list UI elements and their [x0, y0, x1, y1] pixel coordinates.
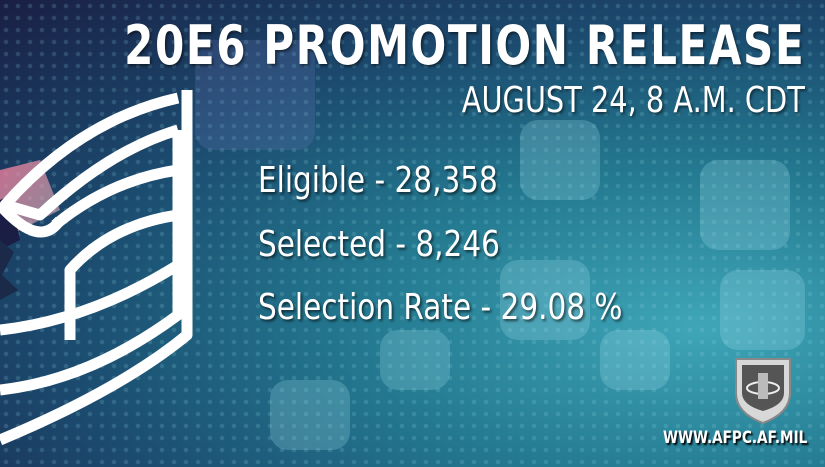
bokeh-light — [720, 270, 805, 350]
bokeh-light — [380, 330, 450, 390]
website-link[interactable]: WWW.AFPC.AF.MIL — [662, 428, 807, 448]
release-date: AUGUST 24, 8 A.M. CDT — [461, 80, 805, 121]
chevron-insignia-icon — [0, 90, 193, 446]
bokeh-light — [270, 380, 350, 450]
bokeh-light — [700, 160, 790, 250]
page-title: 20E6 PROMOTION RELEASE — [123, 14, 805, 77]
bokeh-light — [195, 40, 315, 150]
bokeh-light — [520, 120, 600, 200]
bokeh-light — [500, 260, 590, 340]
stat-eligible: Eligible - 28,358 — [258, 160, 498, 201]
stat-selection-rate: Selection Rate - 29.08 % — [258, 287, 623, 328]
bokeh-light — [600, 330, 670, 390]
stat-selected: Selected - 8,246 — [258, 224, 500, 265]
afpc-shield-logo-icon — [735, 358, 791, 425]
